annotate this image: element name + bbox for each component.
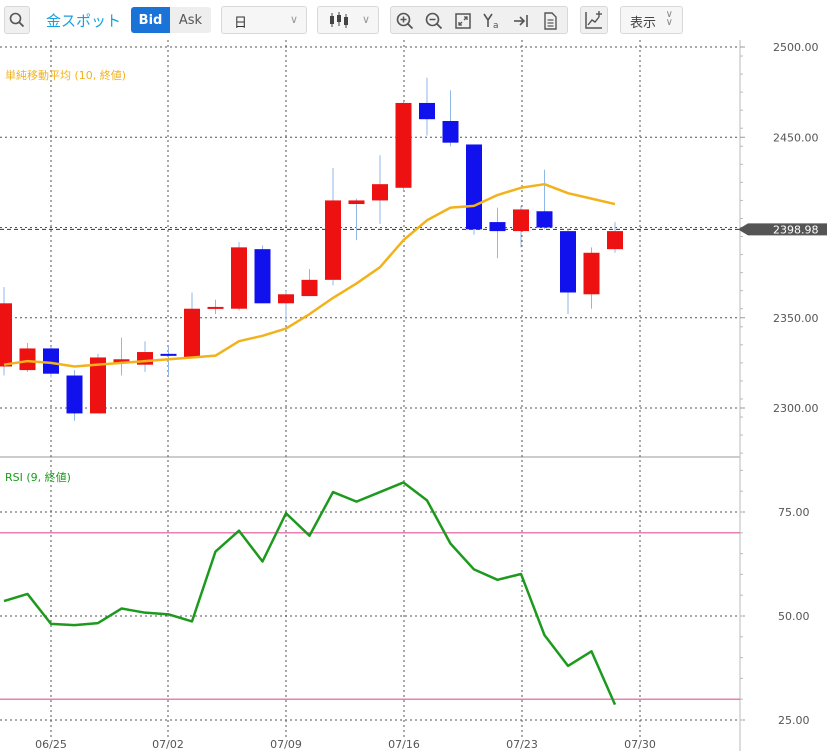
candle-up [325,200,341,280]
candle-down [442,121,459,143]
x-tick-label: 07/16 [388,738,420,751]
double-chevron-down-icon: ∨ ∨ [665,9,673,28]
zoom-in-icon[interactable] [395,11,415,31]
search-button[interactable] [4,6,30,34]
rsi-tick-label: 75.00 [778,506,810,519]
candle-up [278,294,294,304]
view-label: 表示 [630,16,657,31]
zoom-out-icon[interactable] [424,11,444,31]
chevron-down-icon: ∨ [289,13,298,26]
chevron-down-icon: ∨ [361,13,370,26]
candle-up [90,357,106,414]
rsi-tick-label: 50.00 [778,610,810,623]
current-price-tag [738,223,827,236]
candle-down [536,211,553,228]
candlestick-icon [330,12,348,28]
candle-up [372,184,388,201]
candle-up [0,303,12,367]
candle-down [489,222,506,232]
candle-down [66,375,83,414]
candle-down [466,144,482,230]
candle-up [607,231,623,250]
candle-up [113,359,130,363]
fit-icon[interactable] [453,11,473,31]
candle-up [207,306,224,309]
x-tick-label: 07/02 [152,738,184,751]
candle-down [419,102,435,120]
x-tick-label: 06/25 [35,738,67,751]
period-dropdown[interactable]: 日 ∨ [221,6,307,34]
ask-button[interactable]: Ask [170,7,211,33]
chart-type-dropdown[interactable]: ∨ [317,6,379,34]
svg-text:a: a [493,21,499,31]
x-tick-label: 07/30 [624,738,656,751]
candle-up [137,352,153,365]
candle-up [583,252,600,295]
candle-down [160,353,177,356]
symbol-title[interactable]: 金スポット [46,12,122,30]
rsi-tick-label: 25.00 [778,714,810,727]
candle-up [348,200,365,205]
x-tick-label: 07/09 [270,738,302,751]
price-chart[interactable]: 2300.002350.002400.002450.002500.0025.00… [0,40,827,751]
view-dropdown[interactable]: 表示 ∨ ∨ [620,6,683,34]
candle-up [231,247,247,309]
candle-up [513,209,529,232]
current-price-label: 2398.98 [773,223,819,236]
price-tick-label: 2450.00 [773,131,819,144]
price-tick-label: 2300.00 [773,402,819,415]
candle-down [254,249,271,304]
price-tick-label: 2500.00 [773,41,819,54]
candle-up [395,102,412,188]
add-indicator-button[interactable] [580,6,608,34]
bid-button[interactable]: Bid [131,7,170,33]
jump-latest-icon[interactable] [511,11,531,31]
toolbar: 金スポット Bid Ask 日 ∨ ∨ a 表示 ∨ ∨ [0,0,827,40]
rsi-line [3,481,617,706]
candle-down [43,348,59,374]
ya-icon[interactable]: a [482,11,502,31]
x-tick-label: 07/23 [506,738,538,751]
chart-tools-group: a [390,6,568,34]
search-icon [9,12,25,28]
sma-legend: 単純移動平均 (10, 終値) [5,68,126,82]
rsi-legend: RSI (9, 終値) [5,470,71,484]
period-value: 日 [234,16,248,31]
candle-up [301,279,318,297]
sma-line [3,182,616,368]
price-tick-label: 2350.00 [773,312,819,325]
candle-up [19,348,36,371]
candle-up [184,308,200,358]
add-indicator-icon [585,11,602,29]
document-icon[interactable] [540,11,560,31]
candle-down [560,231,576,293]
